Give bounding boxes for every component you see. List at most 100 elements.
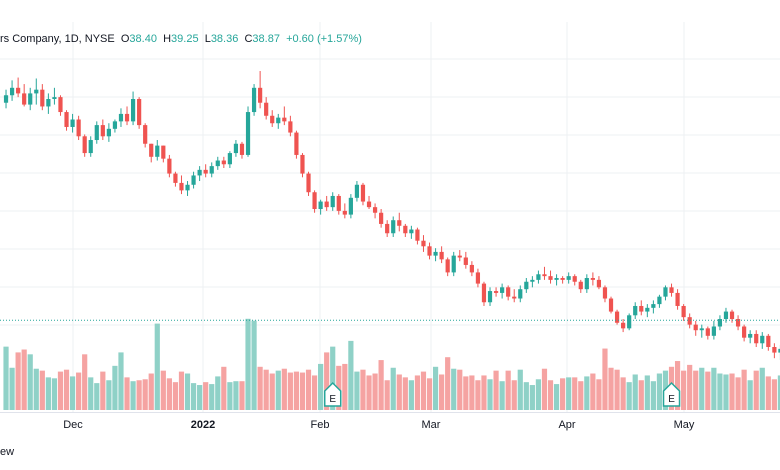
volume-bar-77 xyxy=(469,375,475,410)
candle-111 xyxy=(675,289,680,310)
volume-bar-51 xyxy=(311,375,318,410)
volume-bar-65 xyxy=(396,374,402,410)
volume-bar-48 xyxy=(293,371,300,410)
candle-63 xyxy=(385,220,390,237)
candle-body-42 xyxy=(258,87,263,103)
candle-body-120 xyxy=(729,311,735,320)
candle-body-85 xyxy=(518,289,523,299)
candle-64 xyxy=(391,216,396,237)
candle-121 xyxy=(735,315,741,331)
candle-10 xyxy=(64,110,69,131)
candle-29 xyxy=(179,175,184,195)
candle-73 xyxy=(445,257,450,277)
candle-body-115 xyxy=(699,328,704,331)
candle-body-90 xyxy=(548,276,553,280)
candle-128 xyxy=(778,345,780,361)
candle-body-64 xyxy=(391,220,396,234)
candle-body-124 xyxy=(754,333,759,344)
candle-body-104 xyxy=(633,305,638,316)
candle-body-92 xyxy=(560,278,565,280)
volume-bar-119 xyxy=(723,374,729,410)
volume-bar-16 xyxy=(100,371,106,410)
candle-68 xyxy=(415,227,420,245)
footer-text[interactable]: ew xyxy=(0,446,15,458)
candle-body-75 xyxy=(457,255,462,258)
volume-bar-71 xyxy=(432,366,439,410)
x-tick-dec: Dec xyxy=(63,419,83,431)
candle-body-78 xyxy=(475,272,481,284)
volume-bar-37 xyxy=(227,382,233,410)
candle-body-15 xyxy=(94,125,99,141)
volume-bar-115 xyxy=(699,367,705,410)
earnings-marker-1[interactable]: E xyxy=(662,381,681,407)
volume-bar-87 xyxy=(529,385,535,410)
candle-body-43 xyxy=(264,102,269,116)
candle-body-81 xyxy=(493,291,499,293)
candle-body-39 xyxy=(239,143,245,155)
volume-bar-75 xyxy=(457,369,463,410)
volume-bar-99 xyxy=(602,348,608,410)
volume-bar-104 xyxy=(632,374,638,410)
x-tick-2022: 2022 xyxy=(190,419,216,431)
volume-bar-74 xyxy=(451,368,457,410)
earnings-marker-0[interactable]: E xyxy=(323,381,342,407)
candle-body-33 xyxy=(203,169,208,174)
candle-body-125 xyxy=(760,335,765,344)
candle-4 xyxy=(28,87,33,111)
candle-body-89 xyxy=(542,274,547,277)
candle-body-57 xyxy=(348,197,353,215)
volume-bar-45 xyxy=(275,370,281,410)
candle-body-103 xyxy=(627,315,632,329)
candle-77 xyxy=(469,261,474,277)
volume-bar-20 xyxy=(124,377,130,410)
volume-bar-17 xyxy=(106,380,112,410)
candle-57 xyxy=(348,194,353,219)
candle-body-16 xyxy=(100,125,105,137)
candle-body-74 xyxy=(451,255,456,273)
volume-bar-55 xyxy=(336,365,342,410)
open-label: O xyxy=(120,33,130,45)
volume-bar-81 xyxy=(493,370,499,410)
candle-80 xyxy=(487,287,493,306)
candle-body-127 xyxy=(772,347,777,353)
earnings-marker-shape xyxy=(662,381,681,407)
candle-122 xyxy=(742,324,747,342)
candle-107 xyxy=(651,300,656,314)
earnings-marker-shape xyxy=(323,381,342,407)
volume-bar-64 xyxy=(390,367,396,410)
candle-body-77 xyxy=(469,264,474,273)
candle-body-72 xyxy=(439,251,444,260)
volume-bar-73 xyxy=(445,357,451,410)
symbol-label[interactable]: rs Company, 1D, NYSE xyxy=(0,33,115,45)
volume-bar-0 xyxy=(3,346,9,410)
candle-83 xyxy=(506,285,511,301)
candle-body-126 xyxy=(766,335,771,347)
candle-84 xyxy=(512,289,517,303)
candle-body-94 xyxy=(572,276,577,282)
volume-bar-57 xyxy=(348,340,354,410)
candle-74 xyxy=(451,251,456,277)
candle-body-11 xyxy=(70,119,75,127)
candle-body-60 xyxy=(366,201,372,208)
candle-123 xyxy=(748,330,753,344)
candle-3 xyxy=(22,84,27,107)
volume-bar-93 xyxy=(566,377,572,410)
volume-bar-107 xyxy=(650,381,656,410)
volume-bar-102 xyxy=(620,377,626,410)
candle-43 xyxy=(264,97,269,120)
time-axis[interactable]: Dec 2022 Feb Mar Apr May xyxy=(0,412,780,439)
volume-bar-83 xyxy=(505,370,511,410)
candle-53 xyxy=(324,195,329,211)
candle-body-20 xyxy=(124,113,130,122)
volume-bar-112 xyxy=(681,370,687,410)
candle-92 xyxy=(560,276,565,284)
candle-body-13 xyxy=(82,136,87,154)
candle-body-23 xyxy=(143,125,148,144)
volume-bar-122 xyxy=(741,369,747,410)
candle-34 xyxy=(209,162,214,178)
candle-body-114 xyxy=(693,324,698,331)
volume-bar-114 xyxy=(693,370,699,410)
volume-bar-24 xyxy=(148,373,154,410)
candle-90 xyxy=(548,270,553,284)
